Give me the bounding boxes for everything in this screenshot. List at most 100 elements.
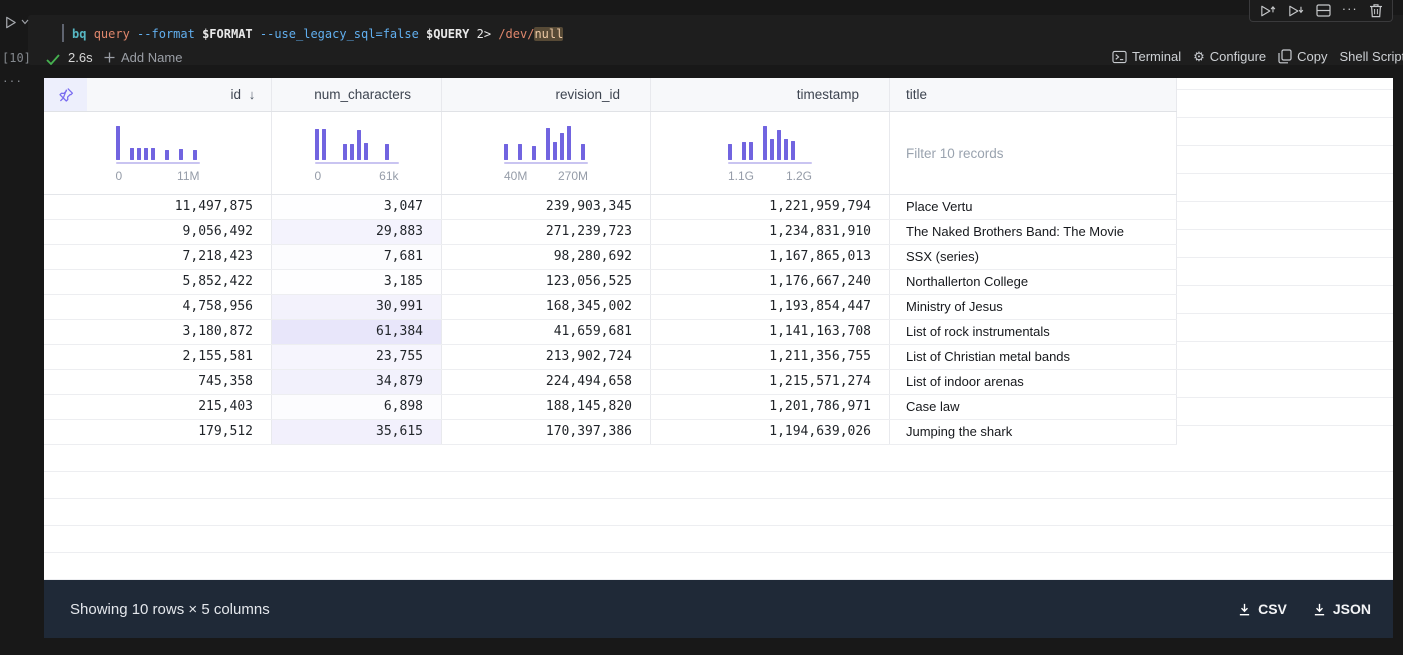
cell-num_characters[interactable]: 7,681 [272,245,442,269]
command-token: 2> [476,27,499,41]
cell-timestamp[interactable]: 1,193,854,447 [651,295,890,319]
column-histogram: 0 11M [115,125,200,183]
title-filter-input[interactable]: Filter 10 records [890,112,1177,194]
histogram-bar [321,128,326,160]
cell-title[interactable]: Jumping the shark [890,420,1177,444]
sort-descending-icon[interactable]: ↓ [248,87,256,102]
cell-timestamp[interactable]: 1,211,356,755 [651,345,890,369]
cell-num_characters[interactable]: 3,047 [272,195,442,219]
cell-timestamp[interactable]: 1,141,163,708 [651,320,890,344]
run-cell-and-below-button[interactable] [1287,0,1304,21]
column-header-timestamp[interactable]: timestamp [651,78,890,111]
terminal-button[interactable]: Terminal [1112,49,1181,64]
column-header-revision_id[interactable]: revision_id [442,78,651,111]
histogram-bar [770,138,774,160]
cell-title[interactable]: Place Vertu [890,195,1177,219]
cell-revision_id[interactable]: 98,280,692 [442,245,651,269]
run-cells-above-button[interactable] [1259,0,1276,21]
cell-num_characters[interactable]: 29,883 [272,220,442,244]
cell-timestamp[interactable]: 1,167,865,013 [651,245,890,269]
run-cell-button[interactable] [3,13,33,31]
grid-header-row: id ↓ num_characters revision_id timestamp tit… [44,78,1177,112]
histogram-num_characters[interactable]: 0 61k [272,112,442,194]
cell-revision_id[interactable]: 168,345,002 [442,295,651,319]
histogram-max-label: 1.2G [785,168,812,183]
configure-button[interactable]: ⚙ Configure [1193,49,1267,64]
histogram-bars [115,125,200,160]
cell-revision_id[interactable]: 239,903,345 [442,195,651,219]
more-actions-icon[interactable]: ··· [1341,1,1358,16]
cell-more-actions-icon[interactable]: ··· [3,72,23,88]
cell-id[interactable]: 215,403 [44,395,272,419]
cell-timestamp[interactable]: 1,194,639,026 [651,420,890,444]
cell-title[interactable]: List of indoor arenas [890,370,1177,394]
cell-revision_id[interactable]: 170,397,386 [442,420,651,444]
histogram-id[interactable]: 0 11M [44,112,272,194]
cell-revision_id[interactable]: 123,056,525 [442,270,651,294]
delete-cell-button[interactable] [1369,0,1383,21]
gear-icon: ⚙ [1193,49,1205,64]
cell-title[interactable]: Case law [890,395,1177,419]
cell-id[interactable]: 179,512 [44,420,272,444]
cell-revision_id[interactable]: 188,145,820 [442,395,651,419]
histogram-range-labels: 0 61k [315,169,399,183]
cell-id[interactable]: 745,358 [44,370,272,394]
cell-id[interactable]: 11,497,875 [44,195,272,219]
cell-title[interactable]: List of rock instrumentals [890,320,1177,344]
shell-script-button[interactable]: Shell Script [1339,49,1403,64]
histogram-max-label: 11M [177,168,200,183]
column-header-label: title [906,87,928,102]
cell-title[interactable]: List of Christian metal bands [890,345,1177,369]
cell-title[interactable]: Northallerton College [890,270,1177,294]
copy-button[interactable]: Copy [1278,49,1328,64]
download-csv-button[interactable]: CSV [1238,601,1287,617]
cell-timestamp[interactable]: 1,234,831,910 [651,220,890,244]
cell-editor-background [28,15,1403,65]
cell-revision_id[interactable]: 213,902,724 [442,345,651,369]
empty-row [1177,202,1393,230]
cell-revision_id[interactable]: 224,494,658 [442,370,651,394]
cell-num_characters[interactable]: 35,615 [272,420,442,444]
column-header-num_characters[interactable]: num_characters [272,78,442,111]
histogram-max-label: 270M [557,168,588,183]
cell-id[interactable]: 7,218,423 [44,245,272,269]
execution-count: [10] [2,51,31,65]
cell-num_characters[interactable]: 61,384 [272,320,442,344]
histogram-bar [581,143,585,160]
cell-num_characters[interactable]: 6,898 [272,395,442,419]
shell-command-editor[interactable]: bq query --format $FORMAT --use_legacy_s… [72,27,564,41]
pin-column-header[interactable] [44,78,87,111]
cell-num_characters[interactable]: 23,755 [272,345,442,369]
download-json-button[interactable]: JSON [1313,601,1371,617]
cell-id[interactable]: 5,852,422 [44,270,272,294]
cell-timestamp[interactable]: 1,215,571,274 [651,370,890,394]
cell-id[interactable]: 2,155,581 [44,345,272,369]
cell-id[interactable]: 4,758,956 [44,295,272,319]
cell-timestamp[interactable]: 1,201,786,971 [651,395,890,419]
histogram-revision_id[interactable]: 40M 270M [442,112,651,194]
split-cell-button[interactable] [1315,0,1331,21]
cell-timestamp[interactable]: 1,176,667,240 [651,270,890,294]
add-name-button[interactable]: Add Name [104,50,182,65]
cell-timestamp[interactable]: 1,221,959,794 [651,195,890,219]
histogram-bar [356,129,361,160]
histogram-bar [728,143,732,160]
cell-title[interactable]: SSX (series) [890,245,1177,269]
play-up-icon [1261,5,1276,16]
cell-num_characters[interactable]: 34,879 [272,370,442,394]
cell-revision_id[interactable]: 271,239,723 [442,220,651,244]
column-header-title[interactable]: title [890,78,1177,111]
empty-row [1177,174,1393,202]
column-header-id[interactable]: id ↓ [87,78,272,111]
cell-num_characters[interactable]: 30,991 [272,295,442,319]
cell-num_characters[interactable]: 3,185 [272,270,442,294]
cell-title[interactable]: Ministry of Jesus [890,295,1177,319]
histogram-baseline [115,161,200,164]
cell-title[interactable]: The Naked Brothers Band: The Movie [890,220,1177,244]
histogram-timestamp[interactable]: 1.1G 1.2G [651,112,890,194]
split-cell-icon [1315,4,1331,17]
cell-id[interactable]: 3,180,872 [44,320,272,344]
cell-id[interactable]: 9,056,492 [44,220,272,244]
cell-revision_id[interactable]: 41,659,681 [442,320,651,344]
